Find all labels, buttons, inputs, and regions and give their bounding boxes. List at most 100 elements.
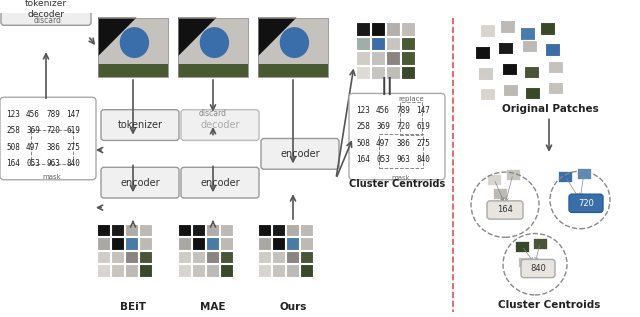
Text: 789: 789 (396, 106, 410, 115)
Text: 840: 840 (530, 264, 546, 273)
Text: 497: 497 (376, 139, 390, 148)
Bar (178, 264, 191, 277)
Bar (272, 237, 285, 250)
Text: 164: 164 (356, 155, 370, 164)
Text: 963: 963 (396, 155, 410, 164)
Bar (515, 241, 529, 252)
Text: tokenizer
decoder: tokenizer decoder (25, 0, 67, 19)
Text: 508: 508 (6, 143, 20, 152)
Bar (286, 251, 299, 263)
Text: 619: 619 (416, 122, 430, 132)
Text: Original Patches: Original Patches (502, 104, 598, 114)
Bar (97, 251, 110, 263)
Text: MAE: MAE (200, 302, 226, 312)
Bar (206, 264, 219, 277)
Text: 258: 258 (356, 122, 370, 132)
Text: ||: || (381, 77, 394, 95)
Bar (206, 251, 219, 263)
FancyBboxPatch shape (1, 0, 91, 25)
Bar (192, 237, 205, 250)
Bar (371, 23, 385, 36)
Bar (178, 251, 191, 263)
Bar (286, 224, 299, 236)
Bar (478, 68, 493, 80)
Text: 840: 840 (416, 155, 430, 164)
Bar (300, 237, 313, 250)
Text: 456: 456 (26, 110, 40, 119)
FancyBboxPatch shape (569, 194, 603, 212)
Polygon shape (178, 17, 216, 56)
Text: discard: discard (34, 16, 62, 25)
Text: 123: 123 (6, 110, 20, 119)
Bar (371, 37, 385, 50)
Bar (356, 51, 370, 65)
Text: 275: 275 (66, 143, 80, 152)
Text: 456: 456 (376, 106, 390, 115)
Polygon shape (98, 17, 136, 56)
Text: 508: 508 (356, 139, 370, 148)
Text: 275: 275 (416, 139, 430, 148)
Bar (258, 237, 271, 250)
Bar (525, 87, 540, 99)
Bar (300, 251, 313, 263)
FancyBboxPatch shape (487, 201, 523, 219)
Text: mask: mask (43, 174, 61, 180)
Text: 720: 720 (46, 126, 60, 135)
Bar (220, 237, 233, 250)
Bar (125, 264, 138, 277)
Bar (520, 27, 535, 40)
Bar (139, 264, 152, 277)
Bar (502, 63, 517, 75)
Text: discard: discard (199, 109, 227, 118)
Bar (379, 134, 423, 168)
Bar (206, 237, 219, 250)
Bar (258, 251, 271, 263)
Bar (518, 256, 532, 267)
Bar (475, 46, 490, 59)
Ellipse shape (200, 27, 229, 58)
Text: replace: replace (398, 96, 424, 102)
Bar (522, 40, 537, 52)
Bar (503, 84, 518, 96)
Bar (98, 17, 168, 77)
Text: 123: 123 (356, 106, 370, 115)
Text: 369: 369 (26, 126, 40, 135)
Text: 386: 386 (46, 143, 60, 152)
Bar (220, 251, 233, 263)
Bar (178, 237, 191, 250)
Bar (125, 251, 138, 263)
Text: mask: mask (392, 175, 410, 181)
Bar (125, 224, 138, 236)
Text: 369: 369 (376, 122, 390, 132)
Bar (98, 64, 168, 77)
Text: 619: 619 (66, 126, 80, 135)
Bar (272, 224, 285, 236)
Bar (487, 174, 501, 184)
Bar (401, 51, 415, 65)
Bar (386, 23, 400, 36)
FancyBboxPatch shape (101, 110, 179, 140)
Bar (97, 224, 110, 236)
Text: 963: 963 (46, 159, 60, 168)
FancyBboxPatch shape (101, 167, 179, 198)
Text: 258: 258 (6, 126, 20, 135)
Bar (272, 264, 285, 277)
Bar (493, 188, 507, 199)
Bar (178, 64, 248, 77)
Bar (401, 37, 415, 50)
Text: 164: 164 (497, 205, 513, 215)
Text: 053: 053 (376, 155, 390, 164)
Bar (356, 37, 370, 50)
Ellipse shape (120, 27, 149, 58)
Bar (98, 17, 168, 77)
Text: 789: 789 (46, 110, 60, 119)
FancyBboxPatch shape (521, 259, 555, 278)
Text: 840: 840 (66, 159, 80, 168)
Bar (139, 251, 152, 263)
Bar (386, 66, 400, 79)
Bar (258, 17, 328, 77)
Bar (125, 237, 138, 250)
Bar (401, 66, 415, 79)
Bar (272, 251, 285, 263)
Bar (524, 66, 539, 78)
